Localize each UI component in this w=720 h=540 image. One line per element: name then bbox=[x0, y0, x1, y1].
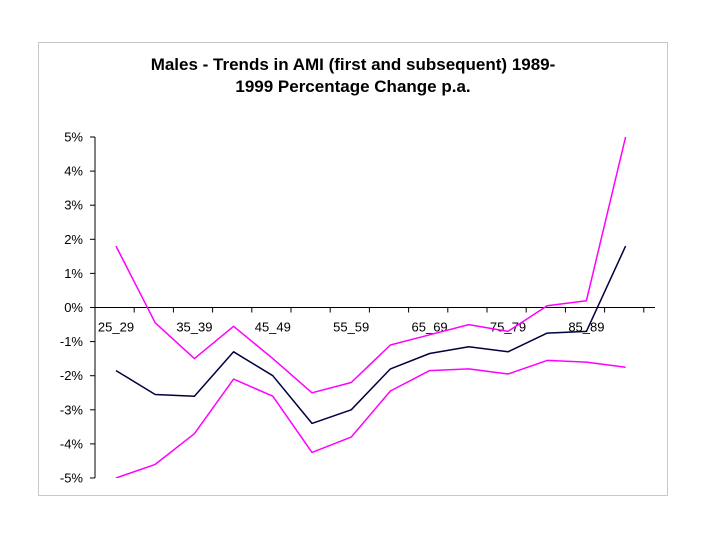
y-tick-label: -5% bbox=[60, 471, 84, 486]
y-tick-label: 5% bbox=[64, 130, 83, 145]
x-tick-label: 35_39 bbox=[176, 320, 212, 335]
y-tick-label: 0% bbox=[64, 300, 83, 315]
series-line-3 bbox=[115, 359, 626, 478]
y-tick-label: 3% bbox=[64, 198, 83, 213]
chart-frame bbox=[38, 42, 668, 496]
chart-title-line-1: Males - Trends in AMI (first and subsequ… bbox=[150, 55, 556, 74]
y-tick-label: 2% bbox=[64, 232, 83, 247]
x-tick-label: 45_49 bbox=[255, 320, 291, 335]
x-tick-label: 75_79 bbox=[490, 320, 526, 335]
y-tick-label: -1% bbox=[60, 334, 84, 349]
series-line-1 bbox=[115, 137, 627, 394]
series-line-2 bbox=[115, 245, 627, 425]
chart-title: Males - Trends in AMI (first and subsequ… bbox=[38, 54, 668, 98]
x-tick-label: 85_89 bbox=[568, 320, 604, 335]
y-tick-label: -4% bbox=[60, 436, 84, 451]
y-tick-label: 4% bbox=[64, 164, 83, 179]
y-tick-label: -3% bbox=[60, 402, 84, 417]
chart-title-line-2: 1999 Percentage Change p.a. bbox=[235, 77, 471, 96]
x-tick-label: 25_29 bbox=[98, 320, 134, 335]
y-tick-label: -2% bbox=[60, 368, 84, 383]
x-tick-label: 65_69 bbox=[412, 320, 448, 335]
y-tick-label: 1% bbox=[64, 266, 83, 281]
x-tick-label: 55_59 bbox=[333, 320, 369, 335]
